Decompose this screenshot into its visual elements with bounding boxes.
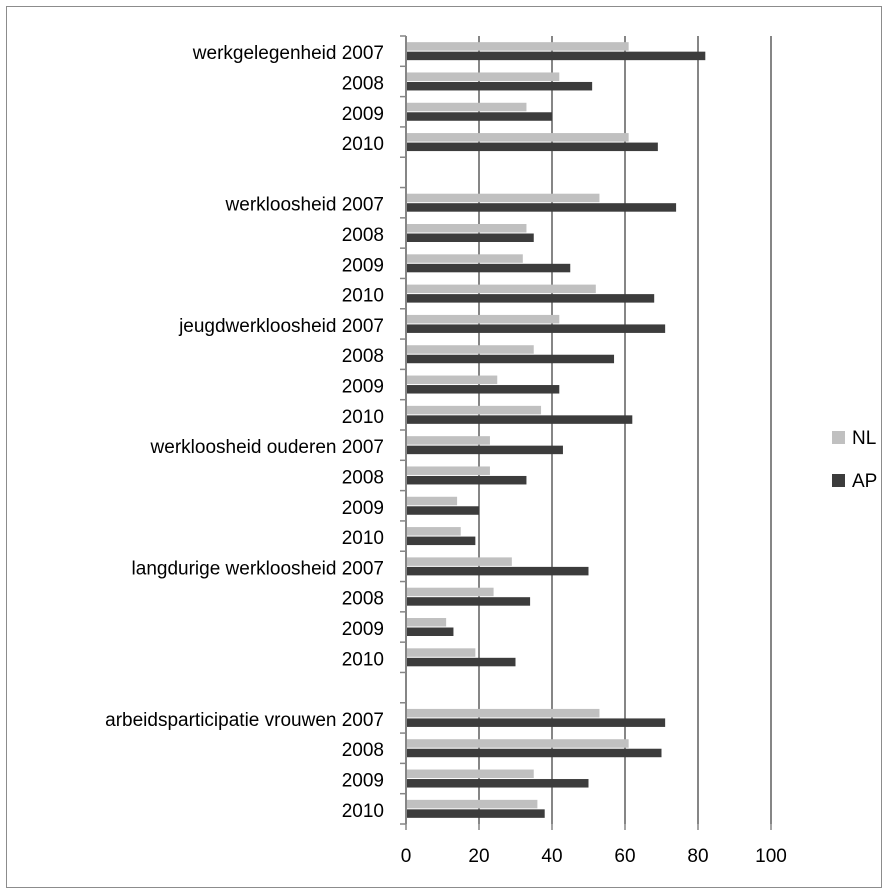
bar-ap — [407, 475, 527, 485]
bar-ap — [407, 809, 545, 818]
bar-nl — [407, 102, 527, 112]
bar-ap — [407, 779, 589, 788]
bar-ap — [407, 51, 706, 61]
legend-nl-label: NL — [852, 428, 876, 449]
bar-ap — [407, 657, 516, 667]
bar-ap — [407, 354, 615, 364]
category-label: 2008 — [342, 467, 384, 488]
axis — [400, 35, 772, 830]
bar-nl — [407, 769, 534, 779]
category-label: 2009 — [342, 498, 384, 519]
tick-labels: 0 20 40 60 80 100 — [401, 846, 787, 867]
x-tick-label: 100 — [755, 846, 787, 867]
category-label: werkgelegenheid 2007 — [192, 43, 384, 64]
category-label: 2008 — [342, 740, 384, 761]
bar-nl — [407, 618, 447, 627]
bar-nl — [407, 557, 512, 566]
legend-ap-label: AP — [852, 471, 877, 492]
bar-nl — [407, 496, 458, 506]
gridlines — [478, 36, 772, 824]
category-label: 2009 — [342, 619, 384, 640]
category-label: werkloosheid 2007 — [225, 195, 384, 216]
category-label: 2010 — [342, 286, 384, 307]
category-label: jeugdwerkloosheid 2007 — [178, 316, 384, 337]
category-label: 2009 — [342, 255, 384, 276]
bar-nl — [407, 436, 490, 445]
bar-ap — [407, 81, 593, 91]
bar-nl — [407, 345, 534, 354]
bar-ap — [407, 294, 655, 303]
category-label: 2008 — [342, 73, 384, 94]
bar-nl — [407, 133, 629, 142]
category-label: 2008 — [342, 589, 384, 610]
bar-nl — [407, 739, 629, 748]
bars — [407, 42, 706, 818]
bar-ap — [407, 718, 666, 727]
legend: NL AP — [832, 428, 877, 492]
category-label: langdurige werkloosheid 2007 — [132, 558, 384, 579]
x-tick-label: 0 — [401, 846, 412, 867]
category-label: 2008 — [342, 225, 384, 246]
bar-ap — [407, 142, 658, 152]
category-label: 2010 — [342, 407, 384, 428]
legend-ap-swatch — [832, 474, 845, 487]
bar-nl — [407, 405, 542, 415]
bar-nl — [407, 648, 476, 657]
category-label: 2010 — [342, 134, 384, 155]
bar-nl — [407, 375, 498, 385]
bar-nl — [407, 799, 538, 809]
bar-ap — [407, 597, 531, 606]
x-tick-label: 80 — [687, 846, 708, 867]
bar-ap — [407, 506, 479, 515]
x-tick-label: 20 — [468, 846, 489, 867]
bar-ap — [407, 324, 666, 333]
category-label: 2008 — [342, 346, 384, 367]
bar-nl — [407, 527, 461, 536]
bar-ap — [407, 566, 589, 576]
bar-ap — [407, 536, 476, 546]
category-label: 2010 — [342, 801, 384, 822]
bar-ap — [407, 112, 552, 121]
bar-ap — [407, 748, 662, 758]
category-label: 2009 — [342, 104, 384, 125]
bar-nl — [407, 42, 629, 51]
bar-nl — [407, 72, 560, 81]
bar-ap — [407, 203, 677, 212]
bar-nl — [407, 587, 494, 597]
bar-ap — [407, 415, 633, 424]
category-label: werkloosheid ouderen 2007 — [150, 437, 384, 458]
category-label: 2009 — [342, 771, 384, 792]
category-label: 2010 — [342, 528, 384, 549]
bar-ap — [407, 233, 534, 242]
bar-nl — [407, 254, 523, 263]
bar-nl — [407, 284, 596, 294]
category-label: 2009 — [342, 377, 384, 398]
category-labels: werkgelegenheid 2007 2008 2009 2010 werkloos… — [105, 43, 384, 822]
bar-nl — [407, 708, 600, 718]
bar-ap — [407, 263, 571, 273]
bar-nl — [407, 314, 560, 324]
bar-nl — [407, 193, 600, 203]
bar-ap — [407, 385, 560, 394]
category-label: arbeidsparticipatie vrouwen 2007 — [105, 710, 384, 731]
bar-nl — [407, 224, 527, 233]
bar-ap — [407, 445, 563, 455]
legend-nl-swatch — [832, 431, 845, 444]
bar-ap — [407, 627, 454, 636]
bar-nl — [407, 466, 490, 475]
category-label: 2010 — [342, 649, 384, 670]
x-tick-label: 60 — [614, 846, 635, 867]
x-tick-label: 40 — [541, 846, 562, 867]
